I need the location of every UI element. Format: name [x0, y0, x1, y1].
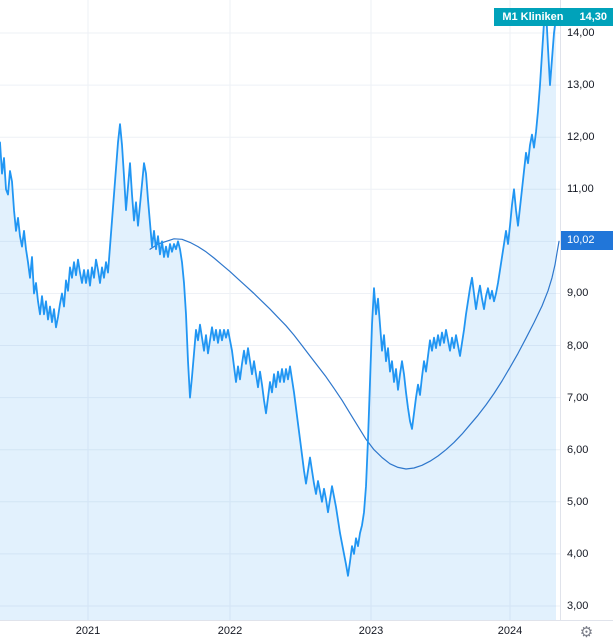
price-tick-label: 3,00	[567, 599, 589, 612]
price-tick-label: 14,00	[567, 27, 595, 39]
price-tick-label: 8,00	[567, 339, 589, 352]
year-label: 2022	[217, 625, 243, 637]
symbol-price-badge: M1 Kliniken 14,30	[494, 8, 613, 27]
price-tick-label: 12,00	[567, 131, 595, 144]
chart-canvas[interactable]	[0, 0, 560, 620]
year-label: 2021	[75, 625, 101, 637]
price-tick-label: 9,00	[567, 287, 589, 300]
year-label: 2023	[358, 625, 384, 637]
price-area-fill	[0, 9, 556, 620]
price-tick-label: 6,00	[567, 443, 589, 456]
price-tick-label: 11,00	[567, 183, 594, 196]
axis-price-badge: 10,02	[561, 230, 613, 250]
time-axis[interactable]: ⚙ 2021 2022 2023 2024	[0, 620, 613, 644]
settings-gear-icon[interactable]: ⚙	[579, 624, 594, 641]
year-label: 2024	[497, 625, 523, 637]
price-axis[interactable]: 10,02 14,00 13,00 12,00 11,00 9,00 8,00 7,00 6,…	[560, 0, 613, 620]
symbol-last-price: 14,30	[579, 11, 607, 24]
price-line	[0, 8, 557, 577]
price-chart-svg	[0, 0, 560, 620]
price-tick-label: 5,00	[567, 495, 589, 508]
symbol-name-label: M1 Kliniken	[502, 11, 564, 24]
axis-corner: ⚙	[560, 621, 613, 644]
price-tick-label: 13,00	[567, 79, 595, 92]
moving-average-line	[149, 238, 560, 470]
price-tick-label: 4,00	[567, 547, 589, 560]
price-tick-label: 7,00	[567, 391, 589, 404]
